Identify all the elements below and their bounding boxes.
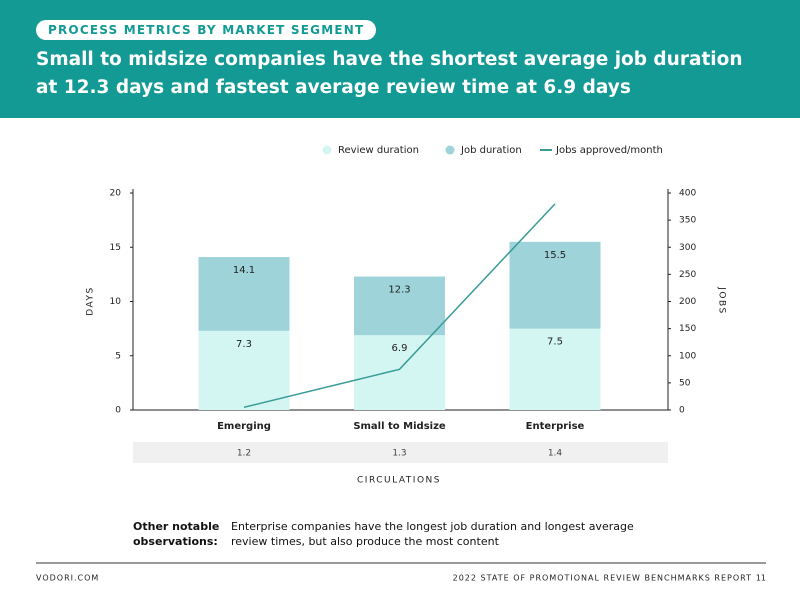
data-label: 7.5 <box>547 337 563 348</box>
y-tick-label: 20 <box>110 189 122 199</box>
y2-tick-label: 300 <box>679 243 696 253</box>
y2-tick-label: 350 <box>679 216 696 226</box>
legend-label: Jobs approved/month <box>555 145 663 156</box>
page-number: 11 <box>756 574 766 583</box>
circulations-row <box>133 442 668 463</box>
y-axis-title: DAYS <box>86 286 96 315</box>
line-series <box>243 203 556 409</box>
legend-label: Review duration <box>338 145 419 156</box>
y2-tick-label: 0 <box>679 406 685 416</box>
x-tick-label: Enterprise <box>526 421 585 432</box>
data-label: 15.5 <box>544 250 566 261</box>
observations-label: Other notable observations: <box>133 520 220 548</box>
observations-text: Enterprise companies have the longest jo… <box>231 520 634 548</box>
data-label: 6.9 <box>392 343 408 354</box>
bar <box>509 328 601 410</box>
data-label: 7.3 <box>236 339 252 350</box>
circulations-label: CIRCULATIONS <box>357 476 441 486</box>
x-tick-label: Small to Midsize <box>353 421 446 432</box>
y-tick-label: 0 <box>115 406 121 416</box>
header-band: PROCESS METRICS BY MARKET SEGMENT Small … <box>0 0 800 118</box>
legend-swatch <box>322 145 332 155</box>
y2-tick-label: 250 <box>679 270 696 280</box>
circulation-value: 1.2 <box>237 449 251 459</box>
slide-title: Small to midsize companies have the shor… <box>36 49 743 98</box>
x-tick-label: Emerging <box>217 421 271 432</box>
y2-axis-title: JOBS <box>717 286 727 314</box>
circulation-value: 1.3 <box>392 449 406 459</box>
legend-swatch <box>445 145 455 155</box>
circulation-value: 1.4 <box>548 449 563 459</box>
y2-tick-label: 100 <box>679 351 696 361</box>
bar <box>198 330 290 410</box>
y-tick-label: 10 <box>110 297 122 307</box>
y-tick-label: 15 <box>110 243 121 253</box>
legend-label: Job duration <box>460 145 522 156</box>
y2-tick-label: 50 <box>679 378 691 388</box>
data-label: 14.1 <box>233 265 255 276</box>
y2-tick-label: 200 <box>679 297 696 307</box>
section-badge: PROCESS METRICS BY MARKET SEGMENT <box>36 20 377 40</box>
y2-tick-label: 400 <box>679 189 696 199</box>
footer-report: 2022 STATE OF PROMOTIONAL REVIEW BENCHMA… <box>453 574 752 583</box>
bar <box>354 335 445 410</box>
footer-site: VODORI.COM <box>36 574 99 583</box>
y2-tick-label: 150 <box>679 324 696 334</box>
data-label: 12.3 <box>388 285 410 296</box>
y-tick-label: 5 <box>115 351 121 361</box>
